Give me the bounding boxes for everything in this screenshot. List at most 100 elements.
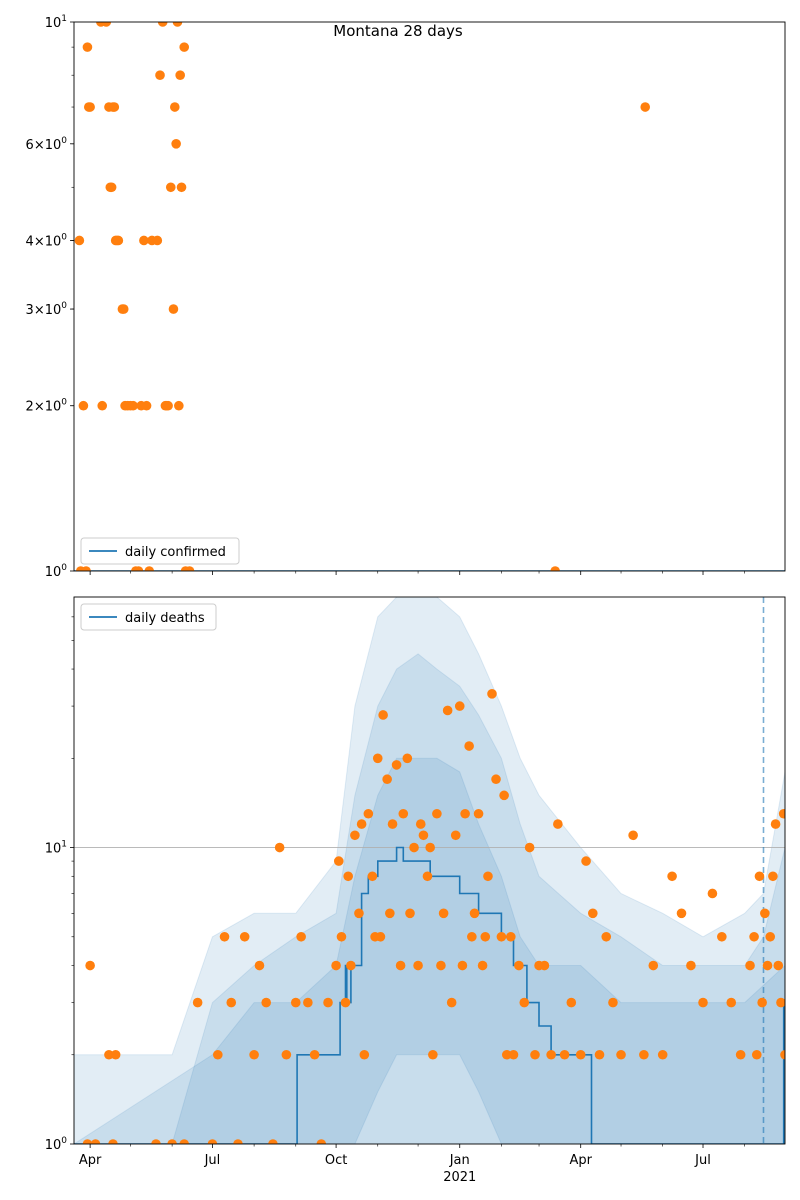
data-point [109,102,120,112]
x-tick-year-label: 2021 [443,1170,476,1185]
data-point [594,1049,605,1060]
data-point [480,931,491,942]
data-point [508,1049,519,1060]
data-point [274,842,285,853]
data-point [192,997,203,1008]
data-point [391,760,402,770]
data-point [436,960,446,971]
data-point [749,931,759,942]
data-point [85,960,95,971]
data-point [745,960,755,971]
data-point [550,566,560,571]
data-point [601,931,612,942]
data-point [483,871,493,882]
data-point [104,1049,114,1060]
data-point [90,1139,101,1144]
data-point [707,888,718,899]
axes-frame [73,21,786,572]
data-point [442,705,453,716]
data-point [346,960,356,971]
data-point [101,22,112,27]
data-point [464,741,474,751]
data-point [331,960,341,971]
data-point [333,856,344,866]
data-point [499,790,509,801]
data-point [628,830,638,841]
data-point [446,997,457,1008]
y-tick-label: 101 [45,840,67,857]
data-point [496,931,507,942]
data-point [81,566,91,571]
data-point [450,830,461,841]
x-tick-label: Apr [569,1153,592,1168]
data-point [165,182,176,193]
data-point [546,1049,556,1060]
data-point [163,400,173,411]
data-point [454,701,465,711]
y-tick-label: 2×100 [26,398,68,415]
data-point [519,997,530,1008]
y-tick-label: 6×100 [26,136,68,153]
data-point [179,1139,190,1144]
data-point [413,960,423,971]
data-point [239,931,250,942]
data-point [385,908,395,919]
data-point [354,908,364,919]
data-point [141,400,152,411]
legend: daily deaths [80,603,217,631]
data-point [372,753,383,764]
data-point [418,830,429,841]
data-point [261,997,271,1008]
data-point [751,1049,762,1060]
data-point [184,566,195,571]
band-1 [74,653,785,1144]
data-point [336,931,347,942]
data-point [776,997,785,1008]
data-point [170,102,180,112]
data-point [566,997,577,1008]
data-point [74,235,85,246]
data-point [428,1049,438,1060]
data-point [657,1049,668,1060]
data-point [539,960,550,971]
data-point [168,304,179,314]
top-panel: 100 2×100 3×100 4×100 6×100 101 daily confirme… [26,14,786,580]
data-point [773,960,784,971]
data-point [639,1049,649,1060]
data-point [128,400,138,411]
data-point [382,774,392,785]
data-point [207,1139,218,1144]
legend-label: daily deaths [125,611,205,626]
data-point [323,997,333,1008]
data-point [735,1049,746,1060]
x-tick-label: Oct [325,1153,347,1168]
data-point [425,842,435,853]
data-point [290,997,301,1008]
data-point [469,908,480,919]
data-point [179,42,190,52]
data-point [588,908,598,919]
x-tick-label: Jan [449,1153,470,1168]
data-point [762,960,773,971]
data-point [78,400,89,411]
legend-label: daily confirmed [125,545,226,560]
data-point [155,70,165,81]
data-point [363,808,374,819]
data-point [422,871,433,882]
data-point [432,808,442,819]
data-point [249,1049,259,1060]
data-point [350,830,360,841]
data-point [176,182,187,193]
legend: daily confirmed [80,537,240,565]
data-point [780,1049,785,1060]
data-point [506,931,516,942]
data-point [398,808,409,819]
data-point [108,1139,118,1144]
y-tick-label: 4×100 [26,232,68,249]
data-point [268,1139,278,1144]
data-point [460,808,470,819]
data-point [254,960,265,971]
data-point [174,400,184,411]
series-line [74,846,785,1144]
